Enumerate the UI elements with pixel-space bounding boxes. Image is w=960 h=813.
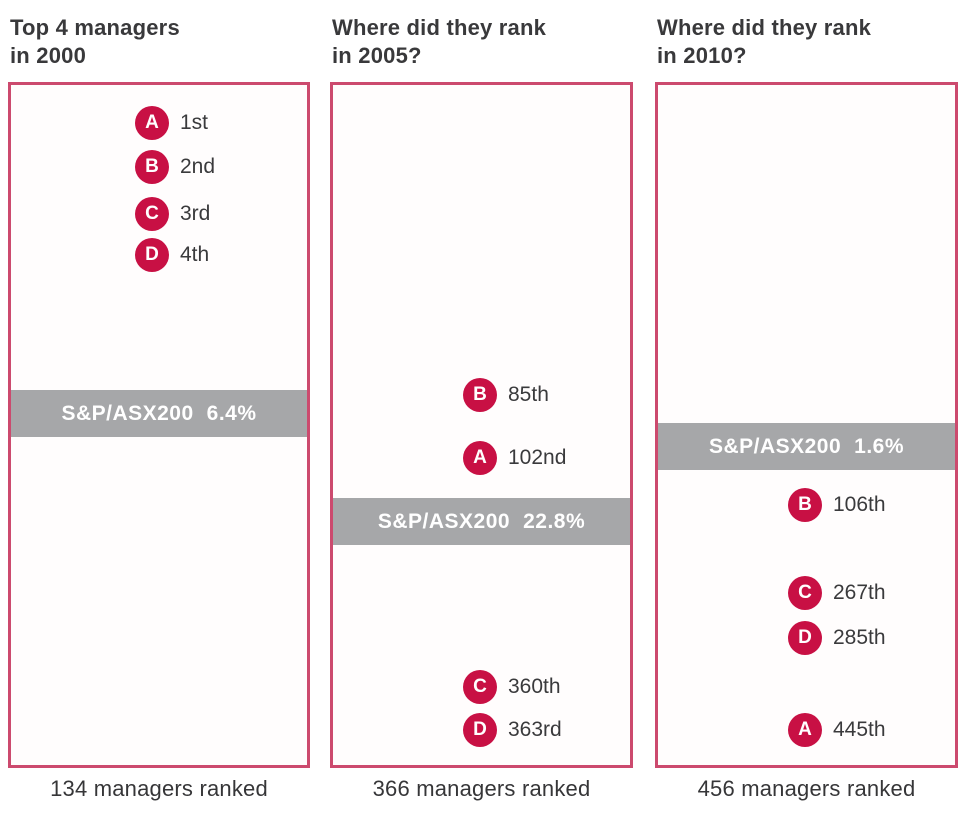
manager-badge-icon: A — [788, 713, 822, 747]
manager-marker: C 267th — [788, 576, 886, 610]
managers-ranked-count: 134 managers ranked — [50, 776, 268, 801]
panel-title: Where did they rank in 2010? — [657, 14, 871, 70]
rank-label: 445th — [833, 718, 886, 741]
benchmark-band: S&P/ASX200 22.8% — [333, 498, 630, 545]
benchmark-label: S&P/ASX200 — [61, 401, 194, 425]
manager-marker: A 445th — [788, 713, 886, 747]
panel-2010: Where did they rank in 2010? S&P/ASX200 … — [655, 0, 958, 813]
panel-title-line2: in 2010? — [657, 43, 747, 68]
panel-title-line2: in 2000 — [10, 43, 87, 68]
panel-title: Top 4 managers in 2000 — [10, 14, 180, 70]
rank-axis-box: S&P/ASX200 1.6% B 106th C 267th D 285th … — [655, 82, 958, 768]
manager-marker: A 1st — [135, 106, 208, 140]
manager-badge-icon: C — [463, 670, 497, 704]
manager-marker: A 102nd — [463, 441, 566, 475]
rank-label: 4th — [180, 243, 210, 266]
manager-badge-icon: B — [788, 488, 822, 522]
panel-title-line1: Top 4 managers — [10, 15, 180, 40]
benchmark-band: S&P/ASX200 6.4% — [11, 390, 307, 437]
manager-badge-icon: D — [135, 238, 169, 272]
manager-marker: D 363rd — [463, 713, 562, 747]
manager-marker: C 360th — [463, 670, 561, 704]
panel-title-line2: in 2005? — [332, 43, 422, 68]
manager-badge-icon: B — [135, 150, 169, 184]
manager-marker: D 4th — [135, 238, 209, 272]
rank-label: 360th — [508, 675, 561, 698]
rank-axis-box: S&P/ASX200 6.4% A 1st B 2nd C 3rd D 4th — [8, 82, 310, 768]
rank-label: 1st — [180, 111, 209, 134]
rank-label: 267th — [833, 581, 886, 604]
manager-marker: B 85th — [463, 378, 549, 412]
managers-ranked-count: 366 managers ranked — [372, 776, 591, 801]
panel-2000: Top 4 managers in 2000 S&P/ASX200 6.4% A… — [8, 0, 310, 813]
benchmark-value: 22.8% — [523, 509, 586, 533]
panel-title: Where did they rank in 2005? — [332, 14, 546, 70]
rank-label: 106th — [833, 493, 886, 516]
manager-marker: B 106th — [788, 488, 886, 522]
benchmark-value: 6.4% — [206, 401, 257, 425]
manager-badge-icon: C — [788, 576, 822, 610]
panel-title-line1: Where did they rank — [332, 15, 547, 40]
benchmark-value: 1.6% — [854, 434, 905, 458]
managers-ranked-count: 456 managers ranked — [697, 776, 916, 801]
rank-label: 2nd — [180, 155, 216, 178]
manager-marker: C 3rd — [135, 197, 210, 231]
rank-label: 363rd — [508, 718, 562, 741]
rank-label: 102nd — [508, 446, 567, 469]
rank-label: 285th — [833, 626, 886, 649]
rank-label: 3rd — [180, 202, 211, 225]
manager-badge-icon: B — [463, 378, 497, 412]
benchmark-label: S&P/ASX200 — [708, 434, 842, 458]
benchmark-band: S&P/ASX200 1.6% — [658, 423, 955, 470]
manager-badge-icon: D — [463, 713, 497, 747]
manager-marker: B 2nd — [135, 150, 215, 184]
panel-title-line1: Where did they rank — [657, 15, 872, 40]
manager-marker: D 285th — [788, 621, 886, 655]
manager-badge-icon: C — [135, 197, 169, 231]
manager-badge-icon: A — [463, 441, 497, 475]
panel-2005: Where did they rank in 2005? S&P/ASX200 … — [330, 0, 633, 813]
rank-label: 85th — [508, 383, 549, 406]
rank-axis-box: S&P/ASX200 22.8% B 85th A 102nd C 360th … — [330, 82, 633, 768]
manager-badge-icon: D — [788, 621, 822, 655]
benchmark-label: S&P/ASX200 — [377, 509, 511, 533]
manager-badge-icon: A — [135, 106, 169, 140]
